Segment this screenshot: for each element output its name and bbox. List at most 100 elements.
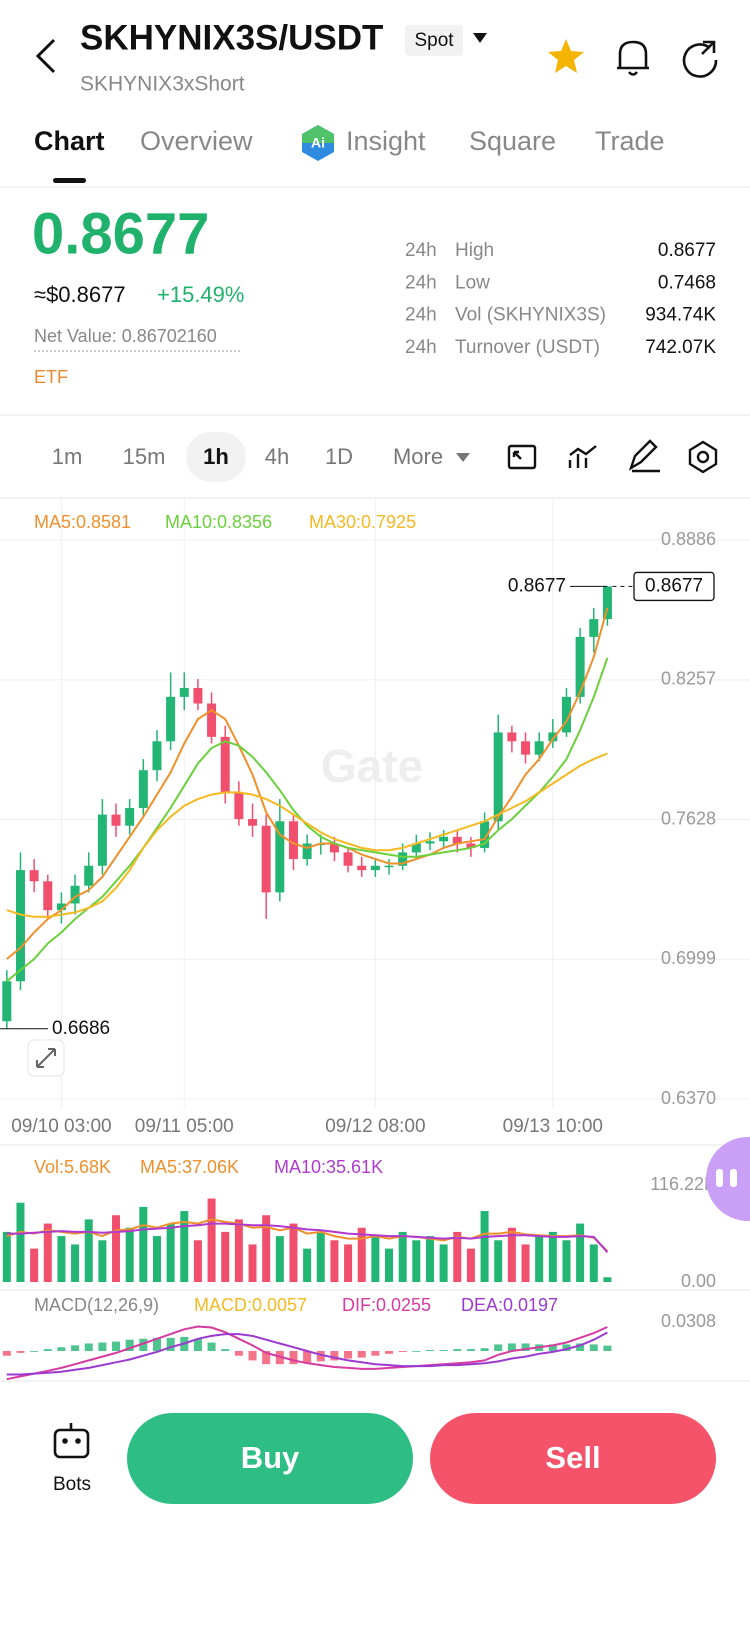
market-badge[interactable] [405, 25, 463, 56]
tab[interactable]: Overview [140, 126, 253, 156]
macd-bar [371, 1351, 380, 1356]
market-label: Spot [414, 30, 454, 51]
candle-body [302, 843, 312, 860]
macd-bar [139, 1338, 148, 1351]
interval[interactable]: 1D [325, 444, 353, 469]
sell-label[interactable]: Sell [545, 1440, 600, 1475]
interval[interactable]: 15m [123, 444, 166, 469]
back-button[interactable] [35, 38, 56, 74]
macd-bar [98, 1342, 107, 1351]
candle-body [343, 852, 353, 866]
stat-label: High [455, 240, 494, 261]
macd-bar [412, 1351, 421, 1352]
volume-bar [480, 1211, 489, 1282]
buy-button[interactable] [127, 1413, 413, 1504]
stat-period: 24h [405, 272, 437, 293]
expand-button[interactable] [27, 1039, 65, 1077]
volume-bar [221, 1231, 230, 1282]
macd-bar [466, 1349, 475, 1351]
macd-bar [16, 1351, 25, 1353]
macd-bar [316, 1351, 325, 1362]
y-tick-label: 0.0308 [661, 1311, 716, 1331]
stat-value: 742.07K [645, 337, 716, 358]
macd-bar [398, 1351, 407, 1352]
candle-body [329, 843, 339, 853]
bots-label[interactable]: Bots [53, 1474, 91, 1495]
candle-body [2, 981, 12, 1022]
macd-title: MACD(12,26,9) [34, 1295, 159, 1315]
interval[interactable]: More [393, 444, 443, 469]
volume-bar [344, 1244, 353, 1282]
market-dropdown[interactable] [473, 33, 487, 43]
macd-bar [43, 1349, 52, 1351]
x-tick-label: 09/11 05:00 [135, 1116, 234, 1137]
stat-period: 24h [405, 337, 437, 358]
interval[interactable]: 4h [265, 444, 289, 469]
volume-bar [303, 1248, 312, 1282]
macd-bar [207, 1342, 216, 1351]
last-price: 0.8677 [32, 201, 209, 266]
volume-bar [71, 1244, 80, 1282]
candle-body [466, 843, 476, 848]
more-dropdown[interactable] [456, 453, 470, 462]
macd-bar [234, 1351, 243, 1356]
macd-bar [589, 1344, 598, 1351]
candle-body [111, 814, 121, 826]
volume-bar [152, 1236, 161, 1282]
indicator-line [6, 607, 609, 960]
buy-label[interactable]: Buy [241, 1440, 300, 1475]
macd-bar [84, 1343, 93, 1351]
chart-tools[interactable] [507, 439, 718, 474]
candle-body [234, 792, 244, 820]
macd-bar [521, 1343, 530, 1351]
favorite-icon[interactable] [548, 39, 584, 73]
candle-body [493, 732, 503, 822]
volume-bar [262, 1215, 271, 1282]
macd-bar [303, 1351, 312, 1364]
volume-bar [275, 1236, 284, 1282]
macd-bar [262, 1351, 271, 1365]
legend-entry: MACD:0.0057 [194, 1295, 307, 1315]
y-tick-label: 0.00 [681, 1271, 716, 1291]
macd-bar [548, 1344, 557, 1351]
pair-title: SKHYNIX3S/USDT [80, 18, 383, 57]
candle-body [207, 703, 217, 737]
tab[interactable]: Square [469, 126, 556, 156]
interval[interactable]: 1m [52, 444, 83, 469]
y-tick-label: 116.22K [650, 1174, 716, 1194]
legend-entry: MA5:0.8581 [34, 512, 131, 532]
bots-icon[interactable] [53, 1423, 90, 1459]
share-icon[interactable] [682, 40, 718, 78]
y-tick-label: 0.6999 [661, 948, 716, 968]
price-change: +15.49% [157, 282, 244, 307]
macd-bar [480, 1348, 489, 1351]
svg-text:Ai: Ai [311, 135, 325, 151]
volume-bar [385, 1248, 394, 1282]
tab[interactable]: Trade [595, 126, 665, 156]
y-tick-label: 0.6370 [661, 1088, 716, 1108]
tab[interactable]: Chart [34, 126, 105, 156]
watermark: Gate [321, 740, 423, 792]
stat-period: 24h [405, 240, 437, 261]
interval[interactable]: 1h [203, 444, 229, 469]
candle-body [166, 696, 176, 742]
indicator-line [6, 657, 609, 982]
legend-entry: MA5:37.06K [140, 1157, 239, 1177]
y-tick-label: 0.8886 [661, 529, 716, 549]
alert-icon[interactable] [617, 40, 649, 76]
macd-bar [576, 1343, 585, 1351]
macd-bar [453, 1349, 462, 1351]
candle-body [398, 852, 408, 866]
macd-bar [507, 1343, 516, 1351]
candle-body [452, 836, 462, 844]
macd-bar [57, 1347, 66, 1351]
assistant-bubble[interactable] [706, 1137, 750, 1221]
sell-button[interactable] [430, 1413, 716, 1504]
net-value[interactable]: Net Value: 0.86702160 [34, 326, 217, 346]
macd-bar [562, 1344, 571, 1351]
macd-bar [439, 1350, 448, 1351]
tab[interactable]: Insight [346, 126, 426, 156]
volume-bar [398, 1231, 407, 1282]
max-label: 0.8677 [508, 575, 566, 596]
volume-bar [125, 1227, 134, 1282]
